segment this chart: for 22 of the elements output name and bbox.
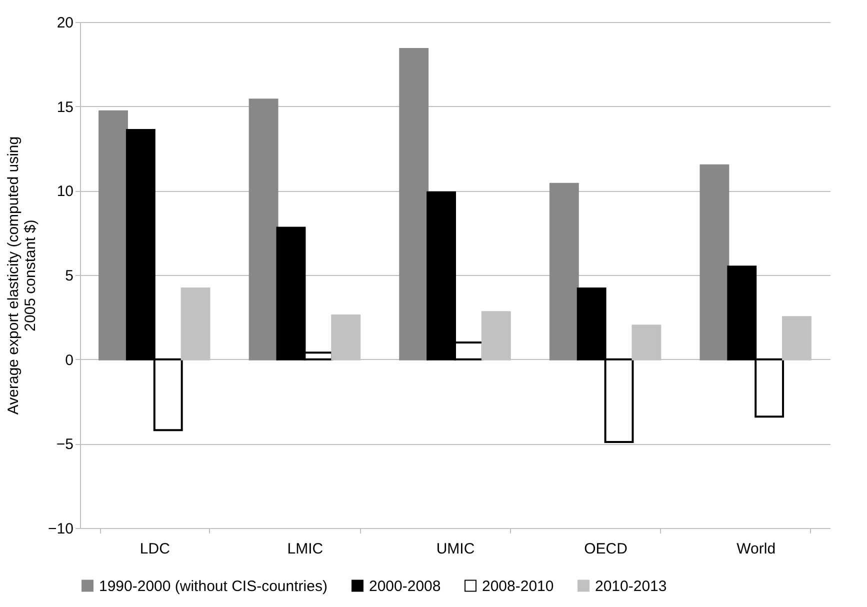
y-tick-label: 15 — [56, 98, 74, 116]
x-tick-label: OECD — [584, 540, 628, 558]
x-tick-label: LMIC — [287, 540, 324, 558]
legend-label: 2008-2010 — [482, 578, 554, 595]
x-tick-label: LDC — [140, 540, 170, 558]
legend-label: 2010-2013 — [595, 578, 667, 595]
y-tick-label: −10 — [48, 520, 74, 538]
legend-label: 2000-2008 — [369, 578, 441, 595]
x-tick-label: UMIC — [436, 540, 475, 558]
y-tick-label: 5 — [65, 268, 74, 284]
x-tick-label: World — [736, 540, 776, 558]
bar — [700, 164, 730, 360]
y-tick-label: 20 — [56, 14, 74, 32]
bar — [248, 98, 278, 360]
bar — [98, 110, 128, 360]
y-tick-label: 0 — [65, 352, 74, 369]
legend-label: 1990-2000 (without CIS-countries) — [99, 578, 328, 595]
y-axis-title: Average export elasticity (computed using 2005 constant $) — [5, 136, 40, 415]
bar — [399, 48, 429, 360]
bar — [549, 182, 579, 360]
y-tick-label: −5 — [56, 436, 74, 454]
y-tick-label: 10 — [56, 183, 74, 200]
